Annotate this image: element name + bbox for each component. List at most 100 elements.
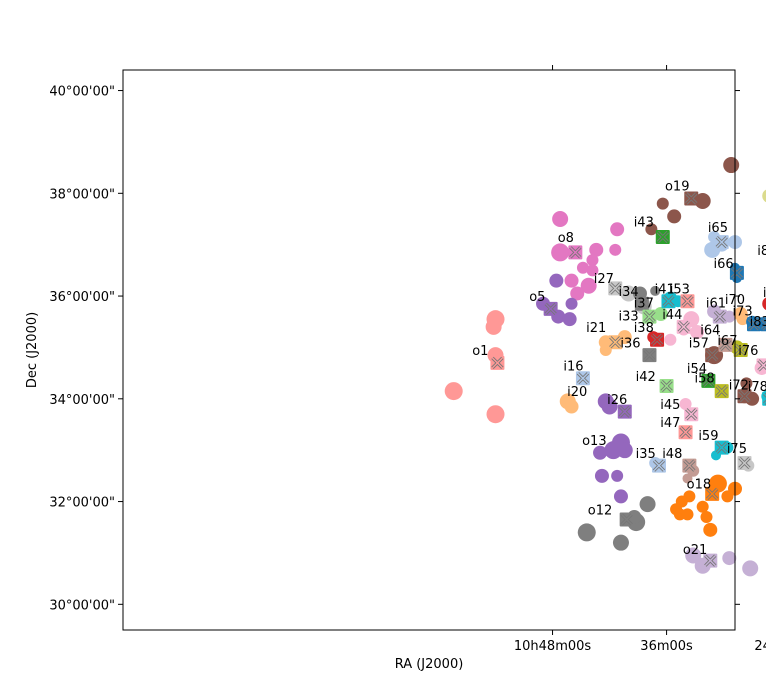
data-point: [593, 445, 608, 460]
x-marker: [760, 317, 766, 332]
x-marker: [642, 348, 657, 363]
data-point: [570, 286, 585, 301]
data-point: [736, 313, 749, 326]
x-marker: [619, 512, 634, 527]
markers-layer: [490, 191, 766, 568]
data-point: [645, 223, 658, 236]
data-point: [653, 307, 668, 322]
y-tick-label: 34°00'00": [49, 393, 115, 408]
x-marker: [678, 425, 693, 440]
data-point: [562, 312, 577, 327]
point-label: i87: [765, 300, 766, 315]
data-point: [604, 441, 623, 460]
plot-frame: [122, 69, 736, 631]
x-marker: [650, 332, 665, 347]
data-point: [650, 285, 661, 296]
x-marker: [608, 281, 623, 296]
data-point: [613, 489, 628, 504]
data-point: [616, 442, 633, 459]
point-label: i65: [708, 221, 728, 236]
data-point: [689, 325, 704, 340]
point-label: o19: [665, 180, 690, 195]
x-marker: [737, 389, 752, 404]
data-point: [549, 273, 564, 288]
x-marker: [543, 301, 558, 316]
x-marker: [747, 317, 762, 332]
point-label: i83: [750, 315, 766, 330]
data-point: [762, 189, 766, 203]
ticks-layer: 10h48m00s36m00s24m00s12m00s30°00'00"32°0…: [49, 65, 766, 654]
point-label: i57: [689, 336, 709, 351]
x-marker: [714, 384, 729, 399]
x-marker: [714, 235, 729, 250]
point-label: i61: [706, 296, 726, 311]
data-point: [610, 222, 625, 237]
data-point: [609, 243, 622, 256]
data-point: [762, 297, 766, 310]
point-label: i34: [618, 285, 638, 300]
data-point: [667, 209, 682, 224]
x-marker: [661, 294, 676, 309]
point-label: o8: [558, 231, 574, 246]
x-marker: [718, 337, 733, 352]
point-label: i44: [662, 308, 682, 323]
x-marker: [575, 371, 590, 386]
data-point: [694, 193, 711, 210]
point-label: i73: [733, 305, 753, 320]
point-label: i42: [636, 370, 656, 385]
x-marker: [568, 245, 583, 260]
data-point: [620, 285, 637, 302]
data-point: [601, 398, 618, 415]
x-marker: [705, 486, 720, 501]
y-tick-label: 38°00'00": [49, 187, 115, 202]
point-label: i47: [660, 416, 680, 431]
x-marker: [617, 404, 632, 419]
data-point: [552, 210, 569, 227]
point-label: i33: [618, 310, 638, 325]
point-label: i72: [729, 379, 749, 394]
point-label: o21: [683, 543, 708, 558]
point-label: i41: [655, 282, 675, 297]
x-marker: [659, 378, 674, 393]
point-label: i82: [757, 244, 766, 259]
point-label: i66: [714, 257, 734, 272]
data-point: [612, 534, 629, 551]
data-point: [576, 261, 589, 274]
point-label: i58: [695, 371, 715, 386]
point-label: i45: [660, 398, 680, 413]
data-point: [722, 551, 737, 566]
data-point: [723, 157, 740, 174]
x-marker: [634, 296, 649, 311]
x-marker: [756, 358, 766, 373]
point-label: i43: [634, 216, 654, 231]
data-point: [564, 399, 579, 414]
data-point: [685, 547, 702, 564]
data-point: [611, 469, 624, 482]
data-point: [594, 468, 609, 483]
x-marker: [701, 373, 716, 388]
data-point: [703, 522, 718, 537]
point-label: o1: [472, 344, 488, 359]
x-tick-label: 24m00s: [754, 639, 766, 654]
data-point: [742, 560, 759, 577]
x-marker: [712, 309, 727, 324]
data-point: [682, 473, 693, 484]
data-point: [679, 397, 692, 410]
data-point: [681, 508, 694, 521]
x-marker: [490, 355, 505, 370]
point-label: o12: [588, 503, 613, 518]
data-point: [444, 382, 463, 401]
x-marker: [714, 440, 729, 455]
data-point: [664, 333, 677, 346]
point-label: i54: [687, 362, 707, 377]
point-label: i38: [634, 321, 654, 336]
point-label: i75: [727, 442, 747, 457]
point-label: i26: [607, 393, 627, 408]
x-marker: [608, 335, 623, 350]
x-marker: [729, 265, 744, 280]
data-point: [586, 264, 599, 277]
point-label: i48: [662, 447, 682, 462]
point-label: i78: [748, 380, 766, 395]
data-point: [486, 405, 505, 424]
point-label: i53: [670, 282, 690, 297]
